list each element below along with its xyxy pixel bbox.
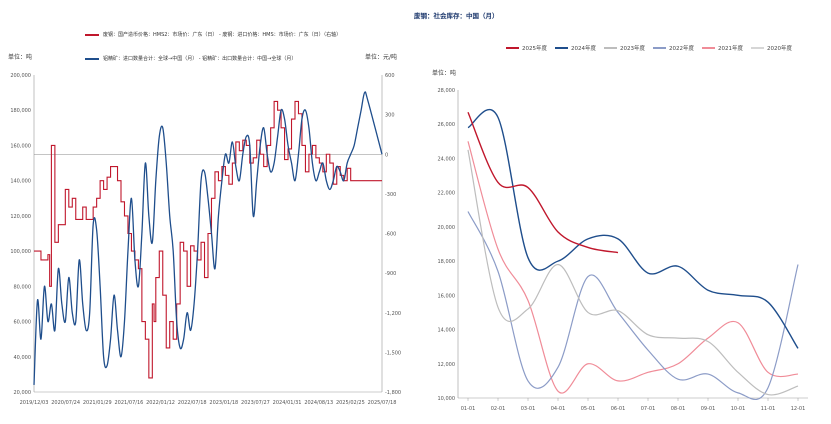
left-chart-panel: 废钢：国产造币价格：HMS2：市场价：广东（日） - 废钢：进口价格：HMS：市…	[0, 0, 410, 424]
legend-item-2023: 2023年度	[604, 44, 645, 52]
y-tick-label: 22,000	[438, 191, 456, 197]
x-tick-label: 06-01	[611, 406, 626, 412]
series-line-blue	[33, 91, 383, 385]
y-tick-label: 18,000	[438, 259, 456, 265]
y-tick-label: 24,000	[438, 156, 456, 162]
right-axis-unit: 单位：元/吨	[365, 54, 398, 61]
left-y-tick-label: 100,000	[10, 249, 31, 255]
right-y-tick-label: -900	[385, 271, 396, 277]
x-tick-label: 02-01	[491, 406, 506, 412]
legend-item-2021: 2021年度	[702, 44, 743, 52]
legend-label: 废钢：国产造币价格：HMS2：市场价：广东（日） - 废钢：进口价格：HMS：市…	[103, 32, 342, 38]
x-tick-label: 2022/07/18	[178, 400, 207, 406]
left-legend-item-1: 废钢：国产造币价格：HMS2：市场价：广东（日） - 废钢：进口价格：HMS：市…	[85, 31, 341, 38]
right-y-tick-label: 600	[385, 73, 395, 79]
left-y-tick-label: 160,000	[10, 143, 31, 149]
x-tick-label: 2024/08/13	[304, 400, 333, 406]
legend-swatch-blue	[85, 57, 99, 60]
right-y-tick-label: -300	[385, 192, 396, 198]
left-axis-unit: 单位：吨	[8, 54, 33, 61]
left-y-tick-label: 120,000	[10, 214, 31, 220]
left-y-tick-label: 140,000	[10, 179, 31, 185]
x-tick-label: 01-01	[461, 406, 476, 412]
x-tick-label: 2025/02/25	[336, 400, 365, 406]
right-chart-panel: 废钢：社会库存：中国（月） 2025年度 2024年度 2023年度 2022年…	[410, 0, 831, 424]
x-tick-label: 05-01	[581, 406, 596, 412]
right-chart-unit: 单位：吨	[432, 70, 457, 77]
y-tick-label: 16,000	[438, 293, 456, 299]
y-tick-label: 26,000	[438, 122, 456, 128]
series-line-2021年度	[467, 141, 799, 394]
y-tick-label: 12,000	[438, 362, 456, 368]
series-line-2022年度	[467, 211, 799, 400]
legend-swatch-red	[85, 33, 99, 36]
left-legend-item-2: 铝精矿：进口数量合计：全球→中国（月） - 铝精矿：出口数量合计：中国→全球（月…	[85, 55, 296, 62]
x-tick-label: 08-01	[671, 406, 686, 412]
x-tick-label: 07-01	[641, 406, 656, 412]
left-y-tick-label: 180,000	[10, 108, 31, 114]
left-y-tick-label: 20,000	[14, 390, 32, 396]
right-y-tick-label: -1,500	[385, 350, 401, 356]
x-tick-label: 09-01	[701, 406, 716, 412]
x-tick-label: 03-01	[521, 406, 536, 412]
y-tick-label: 20,000	[438, 225, 456, 231]
left-y-tick-label: 80,000	[14, 284, 32, 290]
x-tick-label: 2020/07/24	[51, 400, 80, 406]
x-tick-label: 2023/01/18	[209, 400, 238, 406]
series-line-2025年度	[467, 111, 619, 254]
x-tick-label: 04-01	[551, 406, 566, 412]
right-y-tick-label: -600	[385, 232, 396, 238]
legend-label: 铝精矿：进口数量合计：全球→中国（月） - 铝精矿：出口数量合计：中国→全球（月…	[103, 56, 297, 62]
right-y-tick-label: -1,200	[385, 311, 401, 317]
x-tick-label: 12-01	[791, 406, 806, 412]
right-y-tick-label: 300	[385, 113, 395, 119]
x-tick-label: 2021/07/16	[114, 400, 143, 406]
y-tick-label: 28,000	[438, 88, 456, 94]
x-tick-label: 10-01	[731, 406, 746, 412]
left-y-tick-label: 40,000	[14, 355, 32, 361]
x-tick-label: 2021/01/29	[83, 400, 112, 406]
legend-item-2022: 2022年度	[653, 44, 694, 52]
x-tick-label: 11-01	[761, 406, 776, 412]
legend-item-2020: 2020年度	[751, 44, 792, 52]
y-tick-label: 14,000	[438, 328, 456, 334]
right-legend: 2025年度 2024年度 2023年度 2022年度 2021年度 2020年…	[506, 44, 800, 52]
left-y-tick-label: 200,000	[10, 73, 31, 79]
right-chart-title: 废钢：社会库存：中国（月）	[414, 12, 499, 20]
left-y-tick-label: 60,000	[14, 320, 32, 326]
right-y-tick-label: 0	[385, 152, 388, 158]
legend-item-2024: 2024年度	[555, 44, 596, 52]
series-line-red	[34, 100, 382, 379]
x-tick-label: 2019/12/03	[20, 400, 49, 406]
right-chart-svg: 28,000 26,000 24,000 22,000 20,000 18,000 16,0…	[438, 88, 808, 412]
left-chart-svg: 200,000 180,000 160,000 140,000 120,000 100,0…	[10, 73, 401, 406]
right-y-tick-label: -1,800	[385, 390, 401, 396]
series-line-2024年度	[467, 108, 799, 349]
x-tick-label: 2022/01/12	[146, 400, 175, 406]
y-tick-label: 10,000	[438, 396, 456, 402]
series-line-2023年度	[467, 149, 799, 396]
x-tick-label: 2023/07/27	[241, 400, 270, 406]
x-tick-label: 2025/07/18	[368, 400, 397, 406]
x-tick-label: 2024/01/31	[273, 400, 302, 406]
legend-item-2025: 2025年度	[506, 44, 547, 52]
